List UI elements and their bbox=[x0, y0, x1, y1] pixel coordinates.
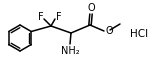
Text: HCl: HCl bbox=[130, 29, 148, 39]
Text: F: F bbox=[56, 12, 62, 22]
Text: O: O bbox=[105, 26, 113, 36]
Text: F: F bbox=[38, 12, 44, 22]
Text: O: O bbox=[87, 3, 95, 13]
Text: NH₂: NH₂ bbox=[61, 46, 79, 56]
